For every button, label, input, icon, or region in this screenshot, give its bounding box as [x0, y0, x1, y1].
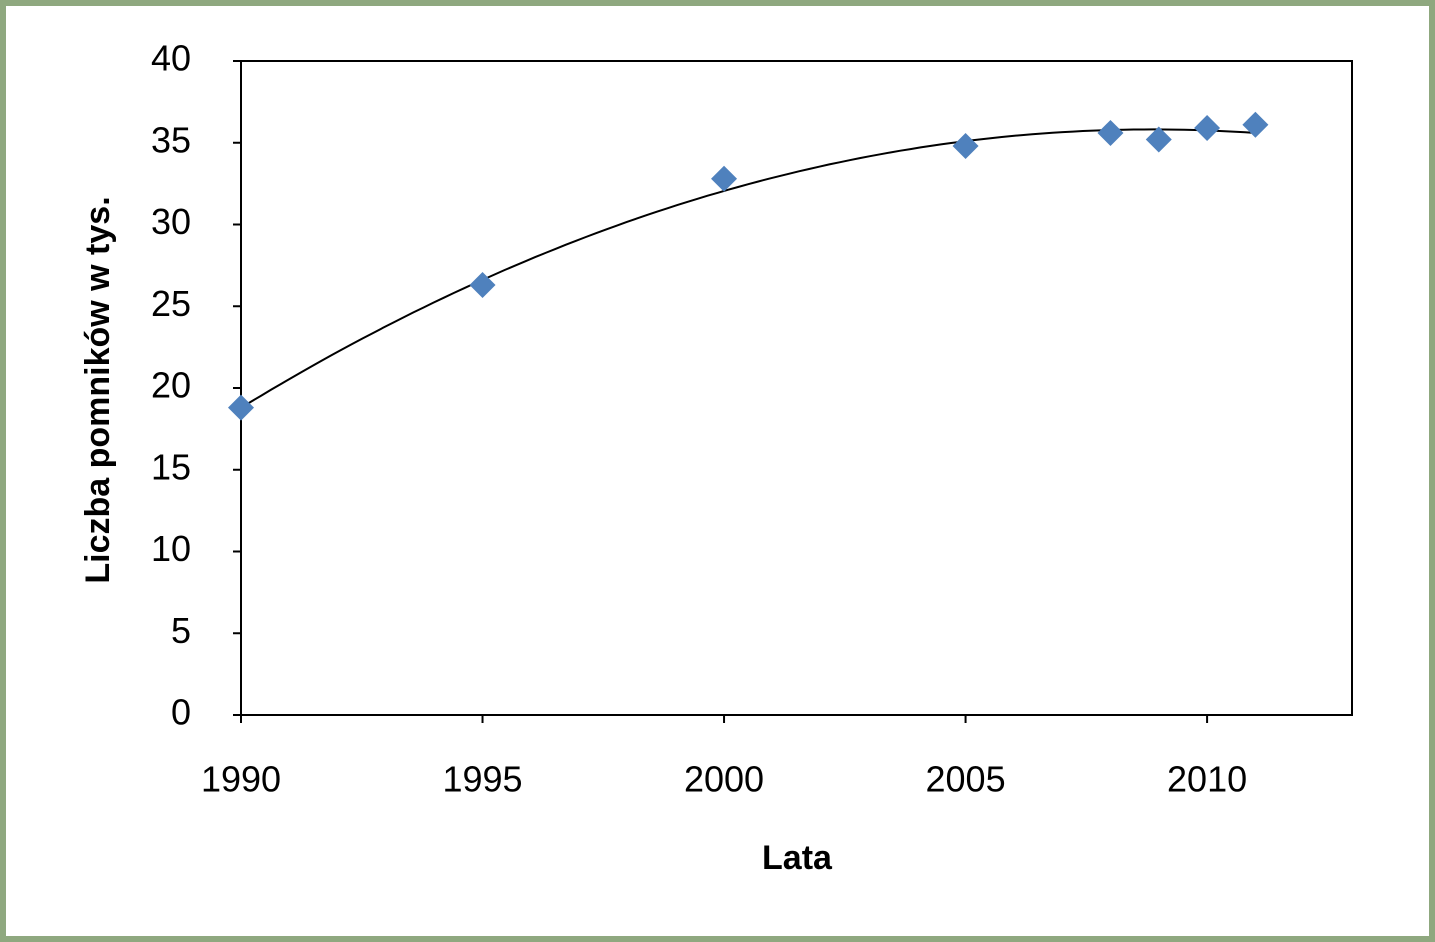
x-tick-label: 2000: [684, 759, 764, 800]
y-tick-label: 15: [151, 446, 191, 487]
marker: [228, 394, 254, 421]
y-axis-title: Liczba pomników w tys.: [79, 196, 117, 583]
x-tick-label: 2010: [1167, 759, 1247, 800]
y-tick-label: 0: [171, 692, 191, 733]
y-tick-label: 25: [151, 283, 191, 324]
marker: [1145, 126, 1172, 153]
marker: [1194, 115, 1221, 142]
trendline: [240, 128, 1256, 409]
y-tick-label: 35: [151, 119, 191, 160]
y-tick-label: 5: [171, 610, 191, 651]
x-axis-title: Lata: [762, 839, 833, 877]
y-tick-label: 10: [151, 528, 191, 569]
y-tick-label: 20: [151, 365, 191, 406]
y-tick-label: 40: [151, 38, 191, 79]
marker: [469, 271, 496, 298]
marker: [711, 165, 738, 192]
x-tick-label: 2005: [926, 759, 1006, 800]
marker: [952, 133, 979, 160]
x-tick-label: 1990: [201, 759, 281, 800]
marker: [1097, 119, 1124, 146]
y-tick-label: 30: [151, 201, 191, 242]
x-tick-label: 1995: [442, 759, 522, 800]
marker: [1242, 111, 1269, 138]
